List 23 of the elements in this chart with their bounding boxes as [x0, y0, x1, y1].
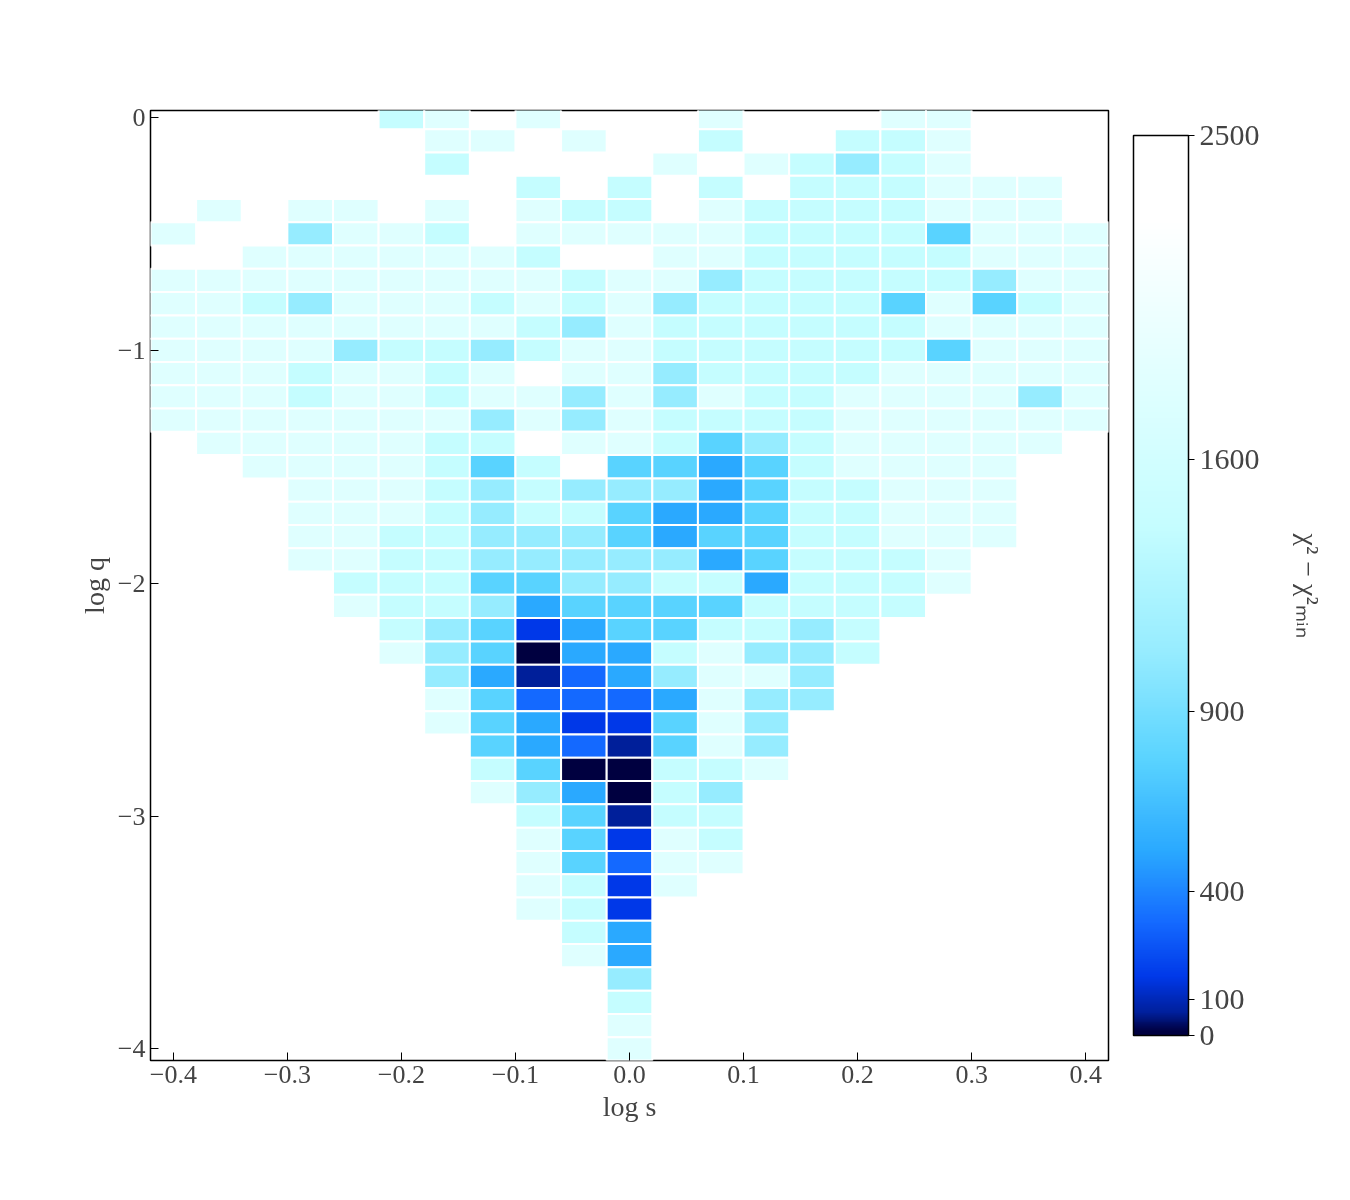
color-bar-label: 100	[1199, 982, 1245, 1015]
x-tick-label: 0.1	[727, 1059, 760, 1089]
y-tick-label: −2	[117, 568, 146, 598]
color-bar-label: 1600	[1199, 442, 1260, 475]
y-axis-title: log q	[78, 557, 110, 614]
color-bar-label: 400	[1199, 874, 1245, 907]
x-tick-label: 0.0	[613, 1059, 646, 1089]
y-tick-label: 0	[132, 102, 146, 132]
color-bar-title: χ² − χ²ₘᵢₙ	[1292, 532, 1324, 638]
color-bar-label: 0	[1199, 1018, 1215, 1051]
x-tick-label: 0.2	[841, 1059, 874, 1089]
x-tick-label: 0.3	[955, 1059, 988, 1089]
x-tick-label: −0.2	[377, 1059, 425, 1089]
x-tick-label: −0.3	[263, 1059, 311, 1089]
color-bar-label: 2500	[1199, 118, 1260, 151]
x-tick-label: 0.4	[1069, 1059, 1102, 1089]
x-tick-label: −0.1	[491, 1059, 540, 1089]
x-axis-title: log s	[602, 1090, 657, 1122]
x-tick-label: −0.4	[149, 1059, 197, 1089]
y-tick-label: −1	[117, 335, 146, 365]
y-tick-label: −4	[117, 1034, 146, 1064]
color-bar-label: 900	[1199, 694, 1245, 727]
y-tick-label: −3	[117, 801, 146, 831]
